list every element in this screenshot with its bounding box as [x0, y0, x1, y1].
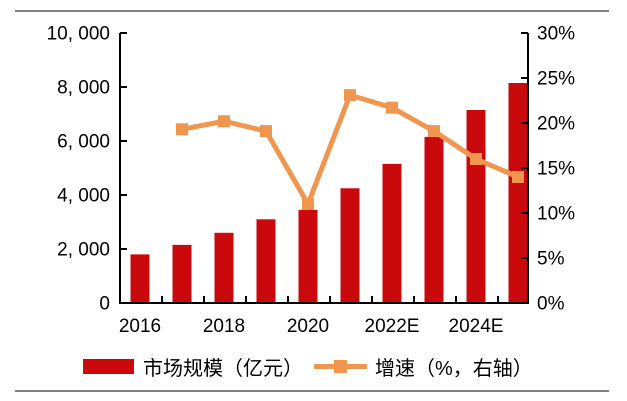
x-axis-label-2016: 2016: [119, 316, 161, 337]
x-axis-label-2024E: 2024E: [449, 316, 504, 337]
bottom-divider-rule: [15, 390, 609, 392]
left-axis-label: 8, 000: [57, 78, 110, 99]
growth-marker-2025E: [512, 171, 524, 183]
growth-marker-2021: [344, 89, 356, 102]
x-axis-label-2020: 2020: [287, 316, 329, 337]
bar-2021: [340, 188, 360, 304]
right-axis-label: 10%: [537, 204, 575, 225]
left-axis-label: 4, 000: [57, 186, 110, 207]
legend: 市场规模（亿元） 增速（%，右轴）: [83, 352, 533, 381]
bar-2018: [214, 232, 234, 303]
right-axis-label: 0%: [537, 294, 565, 315]
x-axis-label-2018: 2018: [203, 316, 245, 337]
legend-item-growth: 增速（%，右轴）: [303, 352, 533, 381]
growth-marker-2022E: [386, 101, 398, 114]
bar-2024E: [466, 110, 486, 303]
left-axis-label: 6, 000: [57, 132, 110, 153]
legend-label-market-size: 市场规模（亿元）: [143, 357, 303, 380]
bar-2017: [172, 244, 192, 303]
right-axis-label: 20%: [537, 114, 575, 135]
left-axis-label: 10, 000: [47, 24, 110, 45]
growth-marker-2023E: [428, 125, 440, 138]
bar-2022E: [382, 163, 402, 303]
right-axis-label: 30%: [537, 24, 575, 45]
top-divider-rule: [15, 10, 609, 12]
right-axis-label: 25%: [537, 69, 575, 90]
right-axis-label: 5%: [537, 249, 565, 270]
bar-2016: [130, 254, 150, 303]
line-series-marker-swatch: [334, 359, 347, 373]
line-series-swatch: [314, 359, 367, 373]
right-axis-label: 15%: [537, 159, 575, 180]
legend-label-growth: 增速（%，右轴）: [375, 357, 533, 380]
x-axis-label-2022E: 2022E: [365, 316, 420, 337]
growth-marker-2019: [260, 125, 272, 138]
bar-2019: [256, 219, 276, 303]
growth-marker-2020: [302, 198, 314, 210]
left-axis-label: 2, 000: [57, 240, 110, 261]
growth-marker-2017: [176, 123, 188, 136]
bar-2020: [298, 209, 318, 303]
legend-item-market-size: 市场规模（亿元）: [83, 352, 303, 381]
growth-marker-2018: [218, 115, 230, 128]
bar-2023E: [424, 136, 444, 303]
bar-series-swatch: [83, 358, 134, 374]
left-axis-label: 0: [99, 294, 110, 315]
bar-2025E: [508, 83, 528, 303]
growth-marker-2024E: [470, 153, 482, 165]
